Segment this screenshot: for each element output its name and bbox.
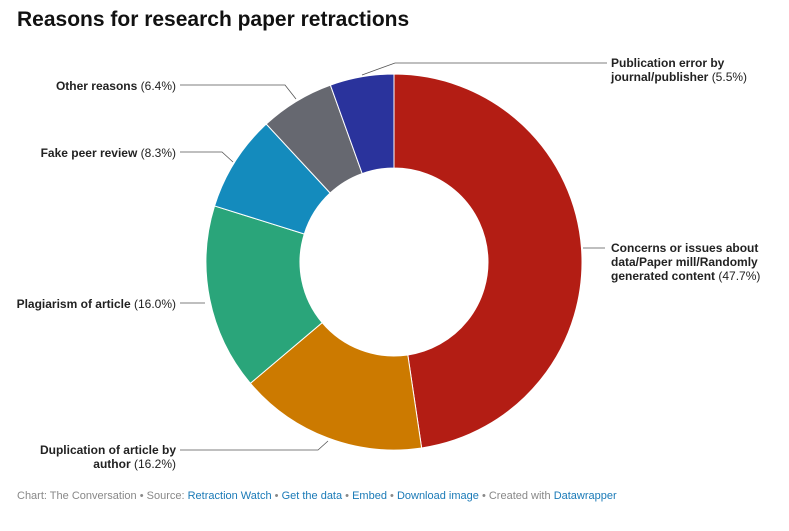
slice-label: Plagiarism of article (16.0%) — [0, 297, 176, 311]
value-label: (16.0%) — [133, 297, 176, 311]
slice-label: Duplication of article by author (16.2%) — [16, 443, 176, 471]
separator: • — [345, 490, 350, 502]
created: Created with — [488, 490, 551, 502]
separator: • — [481, 490, 486, 502]
value-label: (6.4%) — [140, 79, 176, 93]
category-name: Fake peer review — [40, 146, 138, 160]
value-label: (8.3%) — [140, 146, 176, 160]
donut-slice — [393, 73, 583, 449]
leader-line — [180, 84, 297, 100]
donut-slice — [329, 73, 395, 175]
separator: • — [139, 490, 144, 502]
value-label: (47.7%) — [718, 269, 761, 283]
slice-label: Concerns or issues about data/Paper mill… — [611, 241, 771, 283]
leader-line — [180, 151, 234, 163]
slice-label: Fake peer review (8.3%) — [16, 146, 176, 160]
footer: Chart: The Conversation • Source: Retrac… — [17, 490, 617, 502]
category-name: Duplication of article by author — [39, 443, 176, 471]
footer-link[interactable]: Embed — [352, 490, 387, 502]
leader-line — [361, 62, 607, 76]
leader-line — [180, 440, 329, 451]
category-name: Other reasons — [55, 79, 138, 93]
donut-slice — [205, 205, 323, 385]
footer-link[interactable]: Get the data — [281, 490, 343, 502]
value-label: (16.2%) — [133, 457, 176, 471]
footer-link[interactable]: Retraction Watch — [187, 490, 272, 502]
footer-link[interactable]: Datawrapper — [553, 490, 617, 502]
chart-title: Reasons for research paper retractions — [17, 8, 410, 31]
value-label: (5.5%) — [711, 70, 748, 84]
source-label: Source: — [146, 490, 185, 502]
category-name: Publication error by journal/publisher — [611, 56, 725, 84]
slice-label: Publication error by journal/publisher (… — [611, 56, 771, 84]
category-name: Concerns or issues about data/Paper mill… — [611, 241, 759, 283]
slice-label: Other reasons (6.4%) — [16, 79, 176, 93]
separator: • — [390, 490, 394, 502]
donut-slice — [249, 321, 423, 451]
category-name: Plagiarism of article — [16, 297, 131, 311]
credit: Chart: The Conversation — [17, 490, 137, 502]
footer-link[interactable]: Download image — [396, 490, 479, 502]
separator: • — [274, 490, 279, 502]
